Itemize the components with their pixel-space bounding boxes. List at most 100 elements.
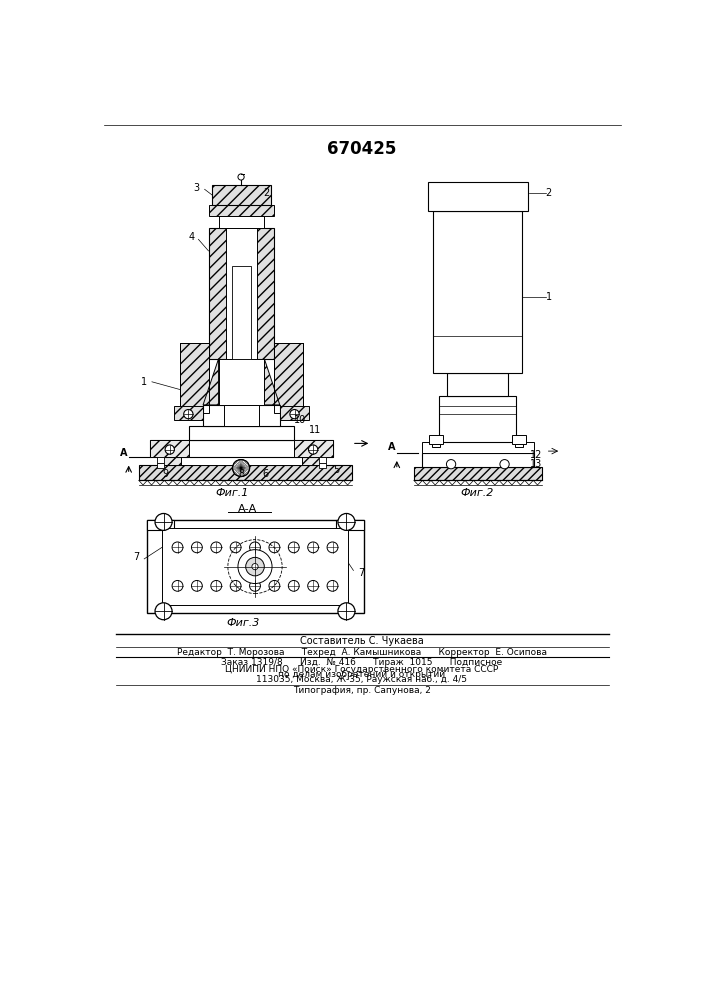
Bar (209, 228, 274, 359)
Text: 10: 10 (293, 415, 306, 425)
Bar (158, 457, 325, 465)
Bar (440, 396, 516, 442)
Text: 4: 4 (188, 232, 194, 242)
Bar (428, 182, 528, 211)
Circle shape (233, 460, 250, 477)
Text: по делам изобретений и открытий: по делам изобретений и открытий (279, 670, 445, 679)
Text: Фиг.3: Фиг.3 (227, 618, 260, 628)
Text: 11: 11 (309, 425, 322, 435)
Bar (274, 343, 303, 413)
Text: 6: 6 (262, 469, 268, 479)
Bar (293, 440, 332, 457)
Text: Типография, пр. Сапунова, 2: Типография, пр. Сапунова, 2 (293, 686, 431, 695)
Text: 9: 9 (163, 469, 169, 479)
Text: 7: 7 (358, 568, 364, 578)
Text: 3: 3 (194, 183, 200, 193)
Bar (448, 373, 508, 396)
Circle shape (155, 603, 172, 620)
Circle shape (246, 557, 264, 576)
Bar (280, 406, 309, 420)
Text: Заказ 1319/8      Изд.  № 416      Тираж  1015      Подписное: Заказ 1319/8 Изд. № 416 Тираж 1015 Подпи… (221, 658, 503, 667)
Bar (274, 343, 303, 413)
Text: 1: 1 (546, 292, 551, 302)
Circle shape (269, 580, 280, 591)
Text: 670425: 670425 (327, 140, 397, 158)
Bar (156, 457, 164, 463)
Bar (337, 520, 363, 530)
Circle shape (192, 542, 202, 553)
Polygon shape (203, 359, 218, 405)
Text: А-А: А-А (238, 504, 257, 514)
Circle shape (211, 542, 222, 553)
Bar (174, 406, 203, 420)
Circle shape (250, 542, 260, 553)
Circle shape (184, 410, 193, 419)
Bar (151, 440, 189, 457)
Bar (139, 465, 352, 480)
Bar (146, 520, 363, 613)
Circle shape (327, 542, 338, 553)
Text: 2: 2 (264, 188, 270, 198)
Circle shape (172, 580, 183, 591)
Text: ЦНИИПИ НПО «Поиск» Государственного комитета СССР: ЦНИИПИ НПО «Поиск» Государственного коми… (226, 665, 498, 674)
Bar (319, 463, 327, 468)
Bar (151, 440, 332, 457)
Bar (226, 228, 257, 359)
Circle shape (230, 542, 241, 553)
Text: 2: 2 (546, 188, 552, 198)
Bar (162, 528, 348, 605)
Bar (515, 444, 523, 447)
Bar (513, 435, 526, 444)
Bar (189, 426, 293, 440)
Text: 8: 8 (238, 469, 244, 479)
Circle shape (308, 445, 317, 454)
Bar (146, 520, 174, 530)
Text: A: A (388, 442, 396, 452)
Bar (319, 457, 327, 463)
Circle shape (238, 550, 272, 584)
Circle shape (288, 580, 299, 591)
Bar (218, 216, 264, 228)
Circle shape (172, 542, 183, 553)
Bar (180, 343, 209, 413)
Circle shape (238, 174, 244, 180)
Circle shape (290, 410, 299, 419)
Bar (414, 466, 542, 480)
Bar (429, 435, 443, 444)
Text: 113035, Москва, Ж-35, Раужская наб., д. 4/5: 113035, Москва, Ж-35, Раужская наб., д. … (257, 675, 467, 684)
Circle shape (288, 542, 299, 553)
Text: Редактор  Т. Морозова      Техред  А. Камышникова      Корректор  Е. Осипова: Редактор Т. Морозова Техред А. Камышнико… (177, 648, 547, 657)
Bar (158, 457, 182, 465)
Bar (203, 405, 280, 426)
Circle shape (230, 580, 241, 591)
Bar (232, 266, 251, 359)
Circle shape (155, 513, 172, 530)
Circle shape (269, 542, 280, 553)
Bar (156, 463, 164, 468)
Bar (180, 343, 209, 413)
Bar (421, 442, 534, 453)
Circle shape (308, 542, 319, 553)
Text: Фиг.2: Фиг.2 (461, 488, 494, 498)
Circle shape (446, 460, 456, 469)
Circle shape (250, 580, 260, 591)
Circle shape (165, 445, 175, 454)
Bar (209, 205, 274, 216)
Circle shape (338, 513, 355, 530)
Bar (218, 359, 264, 405)
Bar (433, 211, 522, 373)
Circle shape (338, 603, 355, 620)
Text: Составитель С. Чукаева: Составитель С. Чукаева (300, 636, 423, 646)
Text: 7: 7 (134, 552, 139, 562)
Bar (301, 457, 325, 465)
Bar (433, 444, 440, 447)
Text: 5: 5 (333, 465, 339, 475)
Bar (421, 453, 534, 466)
Text: Фиг.1: Фиг.1 (215, 488, 248, 498)
Polygon shape (264, 359, 280, 405)
Bar (212, 185, 271, 205)
Text: 12: 12 (530, 450, 542, 460)
Circle shape (327, 580, 338, 591)
Text: 13: 13 (530, 459, 542, 469)
Text: 1: 1 (141, 377, 147, 387)
